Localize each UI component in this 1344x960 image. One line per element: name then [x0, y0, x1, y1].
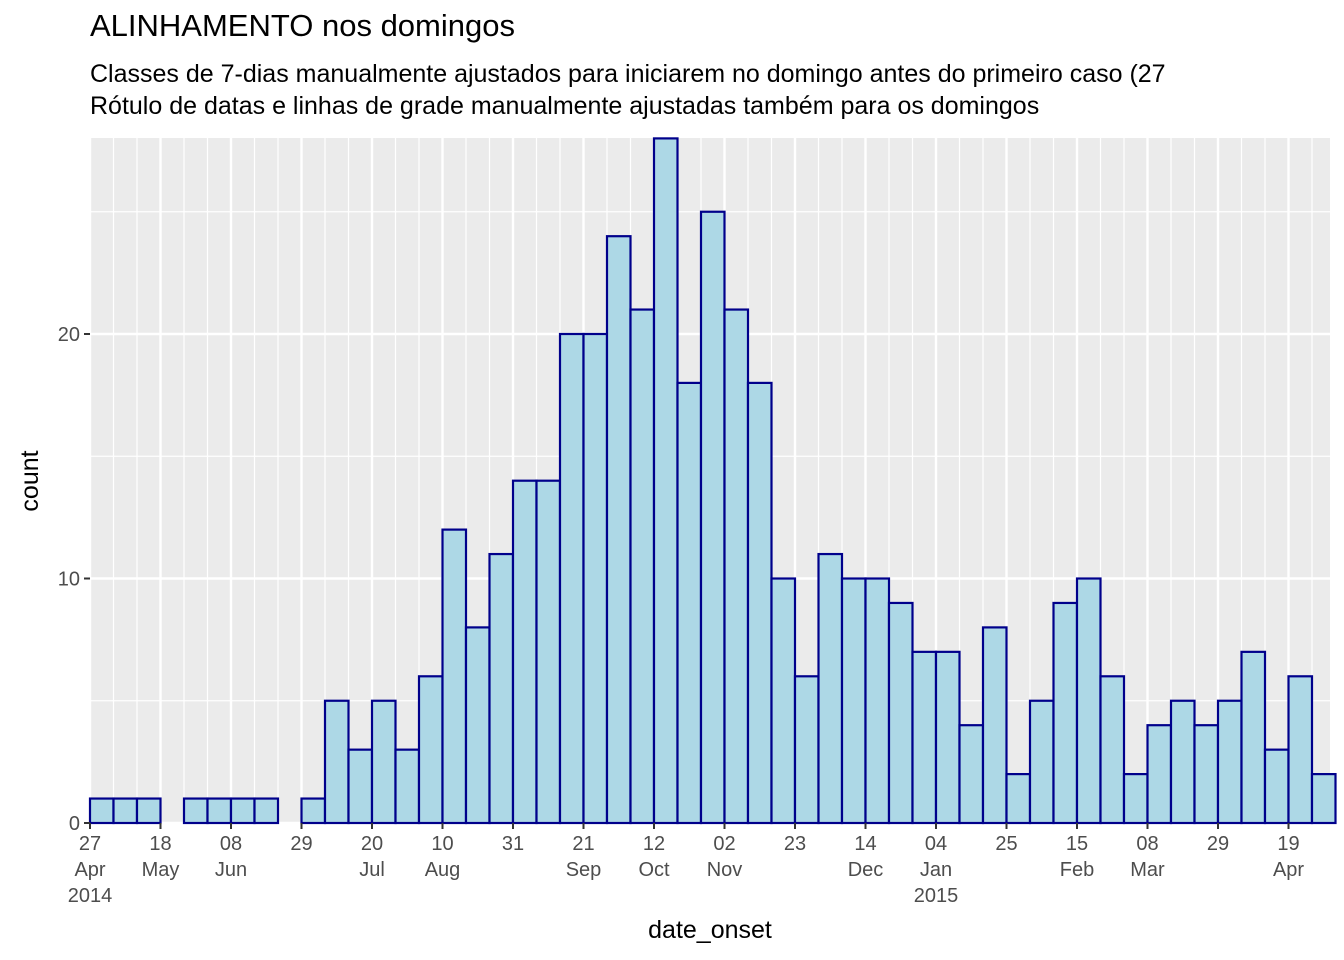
histogram-bar [182, 797, 209, 825]
x-tick-label: 19 [1277, 833, 1299, 855]
histogram-bar [300, 797, 327, 825]
x-tick-label: Jun [215, 859, 247, 881]
histogram-bar [441, 528, 468, 825]
histogram-bar [1169, 699, 1196, 825]
x-tick-label: 2014 [68, 885, 113, 907]
x-tick-label: 18 [149, 833, 171, 855]
histogram-bar [488, 552, 515, 825]
x-axis: 27 Apr 2014 18 May 08 Jun 29 20 Jul 10 Aug 31 21 Sep 12… [68, 823, 1304, 907]
histogram-bar [394, 748, 421, 825]
histogram-bar [1146, 724, 1173, 825]
histogram-bar [864, 577, 891, 825]
x-tick-label: 21 [572, 833, 594, 855]
bars [88, 137, 1337, 825]
x-tick-label: Oct [638, 859, 670, 881]
histogram-bar [699, 210, 726, 825]
x-tick-label: Mar [1130, 859, 1165, 881]
x-tick-label: Nov [707, 859, 743, 881]
chart-subtitle-line-1: Classes de 7-dias manualmente ajustados … [90, 60, 1166, 88]
histogram-bar [1099, 675, 1126, 825]
x-tick-label: May [142, 859, 180, 881]
histogram-bar [135, 797, 162, 825]
histogram-bar [817, 552, 844, 825]
histogram-bar [1287, 675, 1314, 825]
histogram-bar [253, 797, 280, 825]
x-tick-label: Apr [74, 859, 105, 881]
histogram-bar [1240, 650, 1267, 825]
x-tick-label: 20 [361, 833, 383, 855]
histogram-bar [1075, 577, 1102, 825]
x-axis-title: date_onset [648, 916, 772, 944]
x-tick-label: 31 [502, 833, 524, 855]
histogram-bar [1193, 724, 1220, 825]
histogram-bar [206, 797, 233, 825]
x-tick-label: 23 [784, 833, 806, 855]
x-tick-label: 14 [854, 833, 876, 855]
histogram-bar [629, 308, 656, 825]
x-tick-label: 04 [925, 833, 947, 855]
histogram-bar [1122, 772, 1149, 825]
histogram-bar [770, 577, 797, 825]
histogram-bar [582, 332, 609, 825]
histogram-bar [958, 724, 985, 825]
histogram-bar [605, 235, 632, 825]
histogram-bar [535, 479, 562, 825]
histogram-bar [229, 797, 256, 825]
y-tick-label: 20 [58, 324, 80, 346]
y-tick-label: 0 [69, 813, 80, 835]
x-tick-label: 02 [713, 833, 735, 855]
histogram-bar [323, 699, 350, 825]
histogram-bar [793, 675, 820, 825]
histogram-bar [464, 626, 491, 825]
histogram-bar [934, 650, 961, 825]
histogram-bar [1263, 748, 1290, 825]
histogram-bar [723, 308, 750, 825]
x-tick-label: 08 [220, 833, 242, 855]
x-tick-label: 29 [1207, 833, 1229, 855]
x-tick-label: 12 [643, 833, 665, 855]
histogram-bar [88, 797, 115, 825]
histogram-bar [652, 137, 679, 825]
y-tick-label: 10 [58, 569, 80, 591]
x-tick-label: Jan [920, 859, 952, 881]
x-tick-label: 10 [431, 833, 453, 855]
y-axis-title: count [16, 450, 44, 511]
histogram-bar [746, 381, 773, 825]
histogram-bar [1216, 699, 1243, 825]
histogram-bar [1310, 772, 1337, 825]
x-tick-label: 27 [79, 833, 101, 855]
x-tick-label: 29 [290, 833, 312, 855]
histogram-bar [558, 332, 585, 825]
histogram-bar [1005, 772, 1032, 825]
histogram-bar [676, 381, 703, 825]
histogram-bar [1052, 601, 1079, 825]
x-tick-label: 15 [1066, 833, 1088, 855]
histogram-bar [347, 748, 374, 825]
chart-title: ALINHAMENTO nos domingos [90, 8, 515, 43]
x-tick-label: Aug [425, 859, 461, 881]
histogram-bar [1028, 699, 1055, 825]
x-tick-label: 25 [995, 833, 1017, 855]
histogram-bar [417, 675, 444, 825]
x-tick-label: 08 [1136, 833, 1158, 855]
histogram-bar [840, 577, 867, 825]
x-tick-label: Feb [1060, 859, 1094, 881]
x-tick-label: 2015 [914, 885, 959, 907]
x-tick-label: Jul [359, 859, 385, 881]
histogram-bar [887, 601, 914, 825]
histogram-bar [112, 797, 139, 825]
histogram-bar [370, 699, 397, 825]
histogram-bar [981, 626, 1008, 825]
chart-subtitle-line-2: Rótulo de datas e linhas de grade manual… [90, 92, 1040, 120]
y-axis: 0 10 20 [58, 324, 90, 835]
x-tick-label: Apr [1273, 859, 1304, 881]
histogram-bar [511, 479, 538, 825]
x-tick-label: Dec [848, 859, 884, 881]
histogram-bar [911, 650, 938, 825]
x-tick-label: Sep [566, 859, 602, 881]
